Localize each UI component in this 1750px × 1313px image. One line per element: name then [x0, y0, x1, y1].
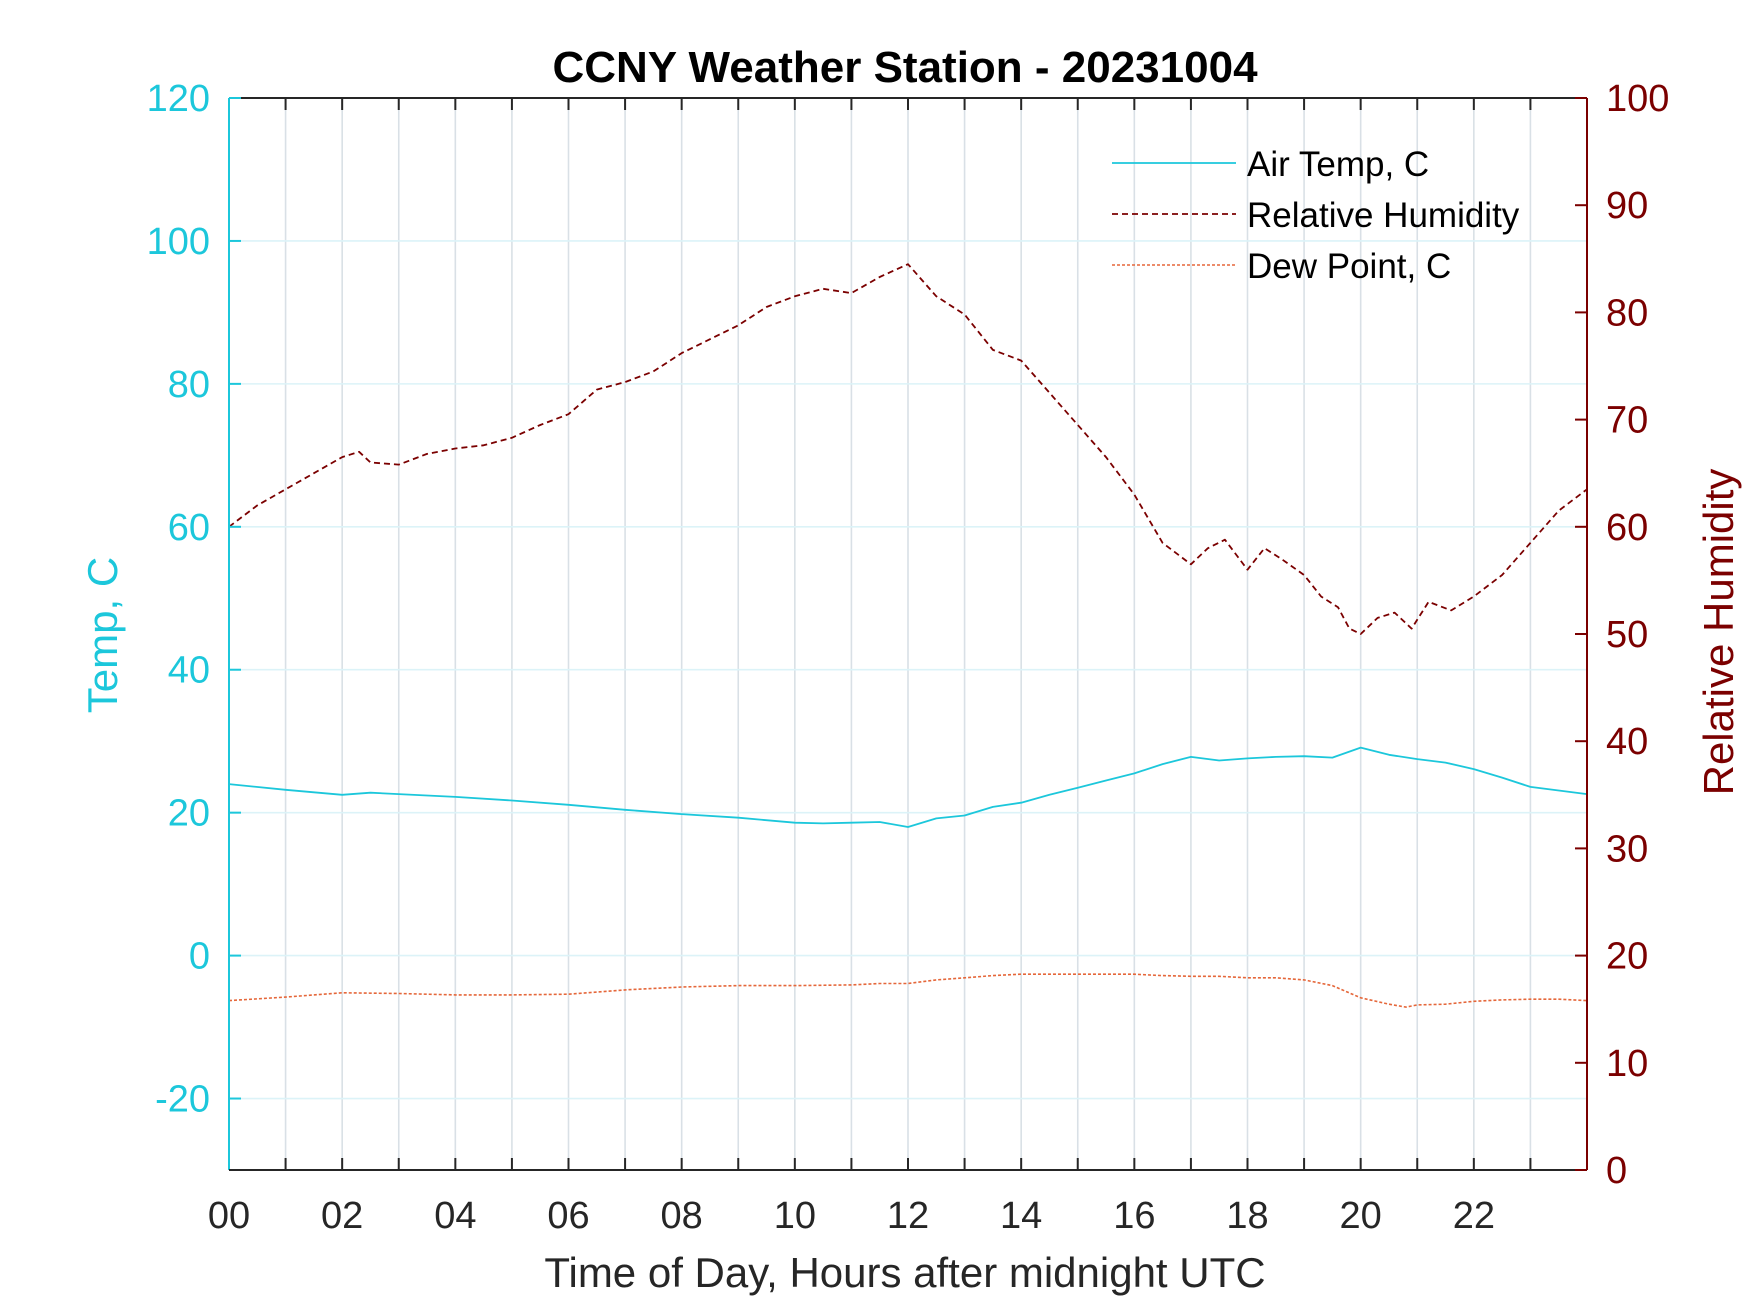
x-tick-label: 08 — [661, 1195, 703, 1237]
x-tick-label: 22 — [1453, 1195, 1495, 1237]
left-tick-label: -20 — [155, 1079, 210, 1121]
legend-label-relative-humidity: Relative Humidity — [1247, 196, 1520, 235]
x-tick-label: 12 — [887, 1195, 929, 1237]
grid-lines — [229, 97, 1587, 1170]
axes — [228, 97, 1588, 1171]
right-tick-label: 100 — [1606, 78, 1669, 120]
x-tick-label: 02 — [321, 1195, 363, 1237]
legend: Air Temp, C Relative Humidity Dew Point,… — [1112, 145, 1520, 286]
left-tick-label: 100 — [147, 221, 210, 263]
tick-labels: 00 02 04 06 08 10 12 14 16 18 20 22-200204060801001… — [147, 78, 1670, 1237]
right-tick-label: 90 — [1606, 185, 1648, 227]
x-tick-label: 20 — [1340, 1195, 1382, 1237]
right-tick-label: 30 — [1606, 828, 1648, 870]
x-tick-label: 06 — [547, 1195, 589, 1237]
left-tick-label: 60 — [168, 507, 210, 549]
left-tick-label: 80 — [168, 364, 210, 406]
legend-label-dew-point: Dew Point, C — [1247, 247, 1451, 286]
x-axis-label: Time of Day, Hours after midnight UTC — [544, 1249, 1265, 1296]
x-tick-label: 14 — [1000, 1195, 1042, 1237]
left-tick-label: 120 — [147, 78, 210, 120]
right-tick-label: 0 — [1606, 1150, 1627, 1192]
right-tick-label: 40 — [1606, 721, 1648, 763]
x-tick-label: 00 — [208, 1195, 250, 1237]
right-tick-label: 20 — [1606, 936, 1648, 978]
left-axis-label: Temp, C — [79, 557, 126, 713]
right-tick-label: 50 — [1606, 614, 1648, 656]
right-tick-label: 80 — [1606, 292, 1648, 334]
right-axis-label: Relative Humidity — [1695, 469, 1742, 796]
right-tick-label: 60 — [1606, 507, 1648, 549]
series-line-relative-humidity — [228, 263, 1588, 635]
chart-title: CCNY Weather Station - 20231004 — [552, 43, 1258, 92]
x-tick-label: 04 — [434, 1195, 476, 1237]
left-tick-label: 0 — [189, 936, 210, 978]
left-tick-label: 40 — [168, 650, 210, 692]
x-tick-label: 18 — [1226, 1195, 1268, 1237]
left-tick-label: 20 — [168, 793, 210, 835]
right-tick-label: 70 — [1606, 400, 1648, 442]
right-tick-label: 10 — [1606, 1043, 1648, 1085]
series-layer — [228, 263, 1588, 1008]
x-tick-label: 16 — [1113, 1195, 1155, 1237]
x-tick-label: 10 — [774, 1195, 816, 1237]
series-line-air-temp — [228, 746, 1588, 828]
legend-label-air-temp: Air Temp, C — [1247, 145, 1429, 184]
